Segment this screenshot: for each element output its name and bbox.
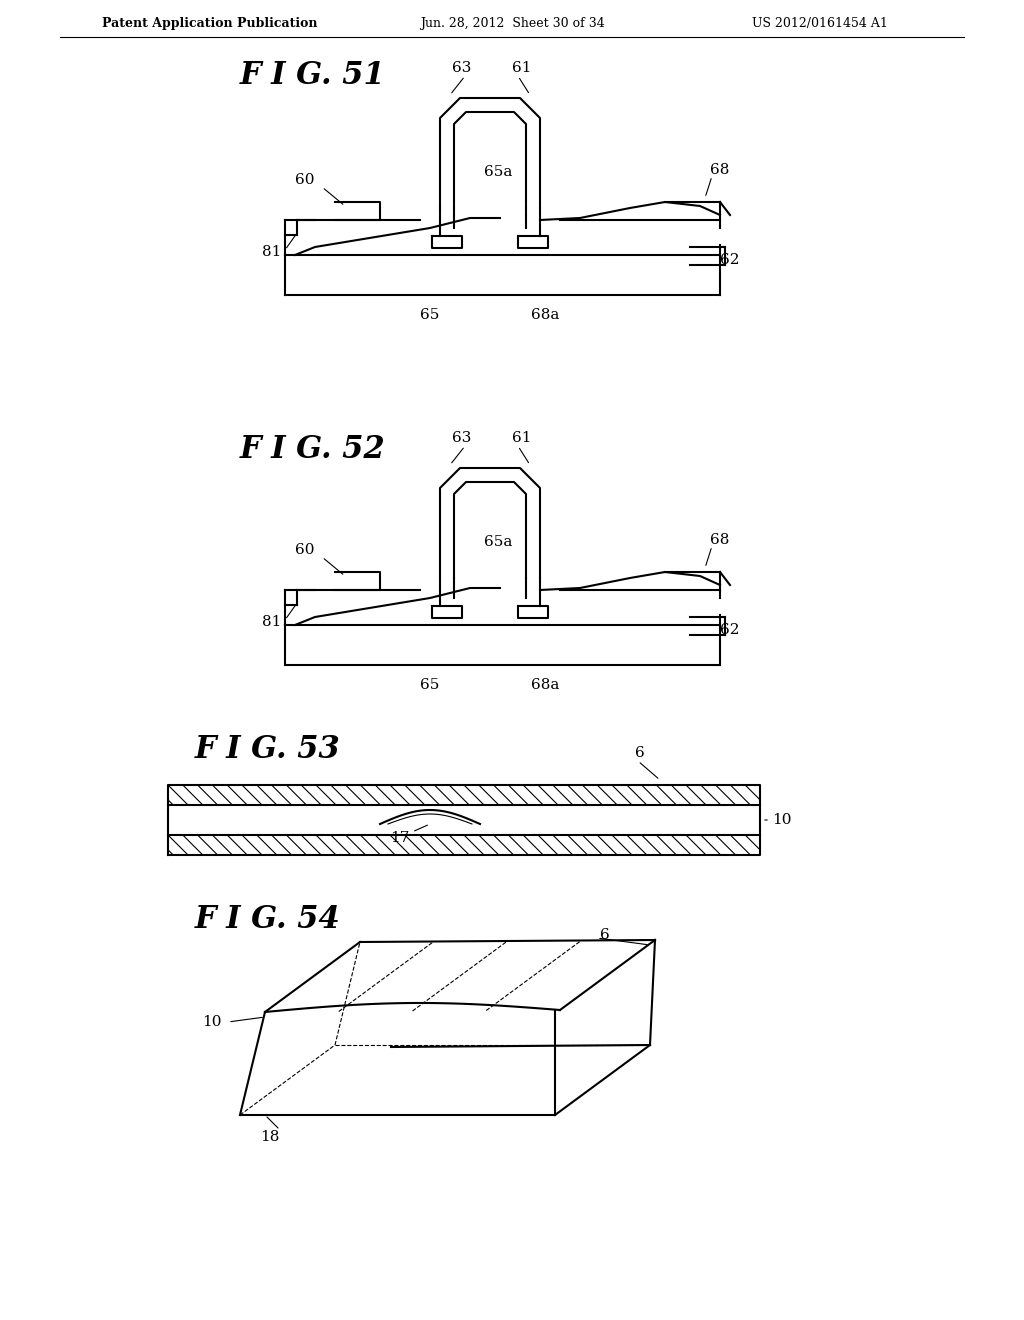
Text: 10: 10 [203,1015,222,1030]
Text: 81: 81 [262,615,282,630]
Text: 65a: 65a [483,165,512,180]
Text: 10: 10 [772,813,792,828]
Text: F I G. 53: F I G. 53 [195,734,341,766]
Text: 68: 68 [711,162,730,177]
Text: 17: 17 [390,832,410,845]
Text: Jun. 28, 2012  Sheet 30 of 34: Jun. 28, 2012 Sheet 30 of 34 [420,16,604,29]
Text: 63: 63 [453,432,472,445]
Text: F I G. 52: F I G. 52 [240,434,386,466]
Text: 60: 60 [295,543,314,557]
Text: 65: 65 [420,308,439,322]
Text: 68a: 68a [530,308,559,322]
Text: 6: 6 [600,928,610,942]
Text: F I G. 54: F I G. 54 [195,904,341,936]
Text: 62: 62 [720,623,739,638]
Text: 65a: 65a [483,535,512,549]
Text: Patent Application Publication: Patent Application Publication [102,16,317,29]
Text: 61: 61 [512,61,531,75]
Text: 65: 65 [420,678,439,692]
Text: 68: 68 [711,533,730,546]
Text: 81: 81 [262,246,282,259]
Text: 6: 6 [635,746,645,760]
Text: 60: 60 [295,173,314,187]
Text: US 2012/0161454 A1: US 2012/0161454 A1 [752,16,888,29]
Text: 61: 61 [512,432,531,445]
Text: 68a: 68a [530,678,559,692]
Text: 63: 63 [453,61,472,75]
Text: 62: 62 [720,253,739,267]
Text: 18: 18 [260,1130,280,1144]
Text: F I G. 51: F I G. 51 [240,59,386,91]
